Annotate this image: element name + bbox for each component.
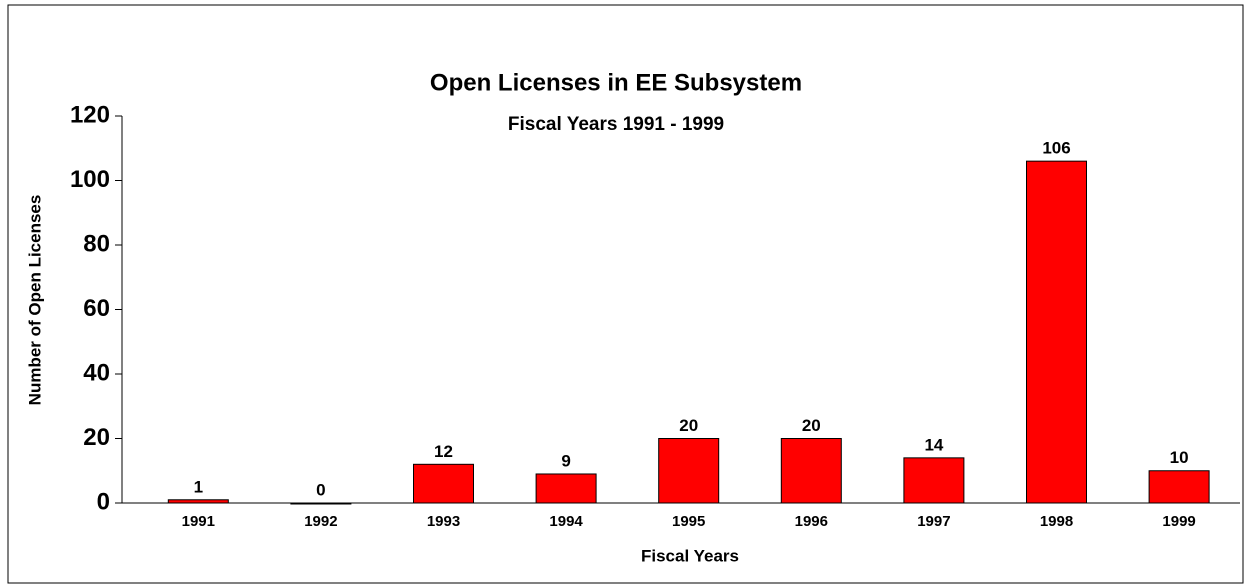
x-tick-label: 1993 [427,513,460,530]
bar [413,463,474,504]
bar [1026,160,1087,504]
bar [535,473,597,504]
value-label: 106 [1042,139,1070,158]
y-tick-label: 120 [70,101,110,128]
x-tick-label: 1991 [182,513,215,530]
x-tick-label: 1996 [795,513,828,530]
x-tick-label: 1994 [549,513,583,530]
bar [903,457,965,504]
y-tick-label: 60 [83,295,110,322]
chart-title: Open Licenses in EE Subsystem [430,69,802,96]
x-tick-label: 1999 [1162,513,1195,530]
bar [780,438,842,504]
value-label: 1 [194,477,203,496]
y-axis-label: Number of Open Licenses [25,195,44,406]
x-axis-label: Fiscal Years [641,546,739,565]
x-tick-label: 1997 [917,513,950,530]
bar [658,438,720,504]
x-tick-label: 1992 [304,513,337,530]
x-tick-label: 1995 [672,513,705,530]
value-label: 20 [679,416,698,435]
chart-subtitle: Fiscal Years 1991 - 1999 [508,114,724,135]
bar [1148,470,1210,504]
value-label: 14 [924,435,943,454]
bar [290,502,352,505]
value-label: 20 [802,416,821,435]
value-label: 0 [316,480,325,499]
bar [167,499,229,504]
value-label: 12 [434,442,453,461]
value-label: 10 [1170,448,1189,467]
x-tick-label: 1998 [1040,513,1073,530]
y-tick-label: 20 [83,424,110,451]
value-label: 9 [561,451,570,470]
y-tick-label: 100 [70,166,110,193]
y-tick-label: 80 [83,230,110,257]
y-tick-label: 40 [83,359,110,386]
y-tick-label: 0 [97,488,110,515]
